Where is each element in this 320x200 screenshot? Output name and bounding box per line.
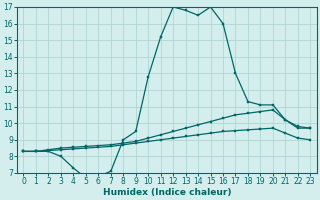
X-axis label: Humidex (Indice chaleur): Humidex (Indice chaleur) — [103, 188, 231, 197]
